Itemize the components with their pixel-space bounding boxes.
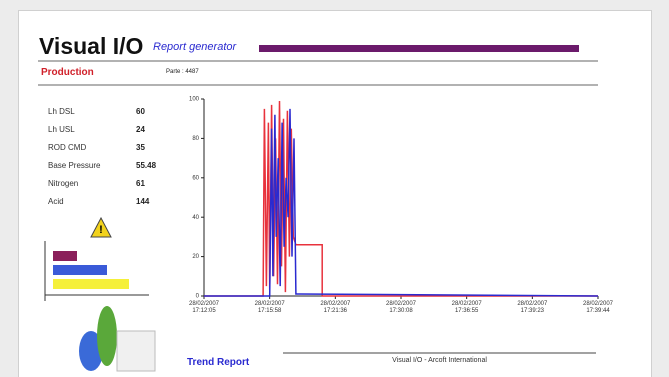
y-tick-label: 60 [192,175,199,181]
y-tick-label: 20 [192,254,199,260]
parameter-value: 55.48 [136,161,157,170]
x-tick-label: 28/02/2007 17:39:23 [517,301,548,314]
parameter-label: Lh USL [48,125,75,134]
parameter-value: 24 [136,125,145,134]
footer-company: Visual I/O - Arcoft International [392,357,487,364]
report-page: ! Visual I/O Report generator Production… [18,10,652,377]
x-tick-label: 28/02/2007 17:15:58 [254,301,285,314]
parameter-label: Lh DSL [48,107,75,116]
y-tick-label: 0 [196,294,200,300]
app-subtitle: Report generator [153,41,237,53]
cylinder-icon [97,306,117,366]
x-tick-label: 28/02/2007 17:12:05 [188,301,220,314]
parts-label: Parte : 4487 [166,69,199,75]
trend-report-link[interactable]: Trend Report [187,357,250,368]
icon-bar [53,265,107,275]
icon-bar [53,279,129,289]
x-tick-label: 28/02/2007 17:21:36 [320,301,351,314]
header-bar [259,45,579,52]
trend-chart: 0 20 40 60 80 100 [189,97,599,300]
series-line [204,100,598,297]
x-tick-label: 28/02/2007 17:39:44 [582,301,614,314]
parameter-value: 144 [136,197,150,206]
section-title: Production [41,67,94,78]
warning-mark: ! [99,224,103,236]
sheet-icon [116,330,156,372]
icon-bar [53,251,77,261]
y-tick-label: 80 [192,136,199,142]
y-tick-label: 100 [189,97,200,103]
parameter-value: 35 [136,143,145,152]
parameter-label: Base Pressure [48,161,101,170]
cylinder-icon [79,331,103,371]
parameter-label: Nitrogen [48,179,79,188]
parameter-value: 60 [136,107,145,116]
parameter-label: Acid [48,197,64,206]
y-tick-label: 40 [192,215,199,221]
warning-icon [90,216,112,238]
x-tick-label: 28/02/2007 17:36:55 [451,301,482,314]
decorations: ! [38,45,598,372]
x-tick-label: 28/02/2007 17:30:08 [385,301,417,314]
series-line [204,108,599,297]
parameter-label: ROD CMD [48,143,87,152]
app-title: Visual I/O [39,33,144,59]
parameter-value: 61 [136,179,145,188]
